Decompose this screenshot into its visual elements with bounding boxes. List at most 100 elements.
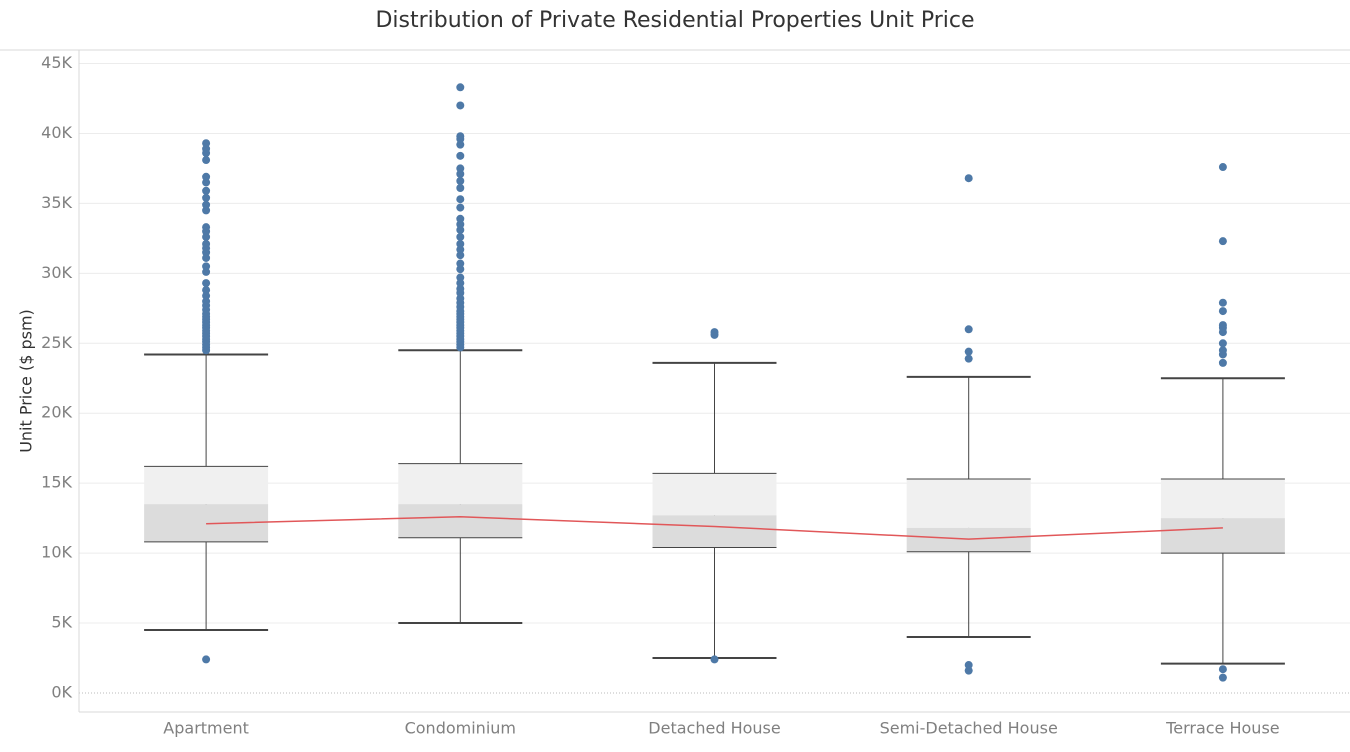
- outliers: [202, 83, 1227, 682]
- y-tick-label: 30K: [41, 263, 72, 282]
- y-tick-label: 40K: [41, 123, 72, 142]
- outlier-point: [202, 232, 211, 241]
- outlier-point: [202, 156, 211, 165]
- outlier-point: [202, 267, 211, 276]
- chart-title: Distribution of Private Residential Prop…: [375, 8, 975, 33]
- x-tick-label: Terrace House: [1165, 719, 1279, 738]
- outlier-point: [456, 132, 465, 141]
- outlier-point: [964, 325, 973, 334]
- outlier-point: [456, 273, 465, 282]
- outlier-point: [202, 172, 211, 181]
- outlier-point: [1218, 307, 1227, 316]
- outlier-point: [456, 284, 465, 293]
- outlier-point: [456, 184, 465, 193]
- box-upper: [906, 478, 1031, 528]
- box-upper: [652, 473, 777, 516]
- y-tick-label: 25K: [41, 333, 72, 352]
- outlier-point: [456, 251, 465, 260]
- outlier-point: [1218, 163, 1227, 172]
- box-upper: [144, 466, 269, 505]
- outlier-point: [202, 286, 211, 295]
- outlier-point: [456, 294, 465, 303]
- outlier-point: [964, 347, 973, 356]
- outlier-point: [202, 223, 211, 232]
- outlier-point: [456, 225, 465, 234]
- y-axis-title: Unit Price ($ psm): [17, 309, 36, 453]
- outlier-point: [202, 139, 211, 148]
- outlier-point: [456, 140, 465, 149]
- box-upper: [1160, 478, 1285, 519]
- x-tick-label: Detached House: [648, 719, 780, 738]
- outlier-point: [1218, 665, 1227, 674]
- outlier-point: [964, 174, 973, 183]
- outlier-point: [1218, 673, 1227, 682]
- outlier-point: [456, 151, 465, 160]
- y-tick-labels: 0K 5K 10K 15K 20K 25K 30K 35K 40K 45K: [41, 53, 72, 702]
- outlier-point: [456, 220, 465, 229]
- outlier-point: [456, 214, 465, 223]
- average-line: [206, 515, 1223, 540]
- outlier-point: [456, 83, 465, 92]
- y-tick-label: 10K: [41, 543, 72, 562]
- box-lower: [1160, 518, 1285, 554]
- box-upper: [398, 463, 523, 505]
- outlier-point: [202, 206, 211, 215]
- y-tick-label: 45K: [41, 53, 72, 72]
- outlier-point: [964, 354, 973, 363]
- boxes: [144, 349, 1285, 665]
- box-lower: [398, 504, 523, 538]
- outlier-point: [456, 195, 465, 204]
- x-tick-label: Semi-Detached House: [880, 719, 1058, 738]
- y-tick-label: 15K: [41, 473, 72, 492]
- outlier-point: [1218, 237, 1227, 246]
- outlier-point: [202, 186, 211, 195]
- outlier-point: [1218, 358, 1227, 367]
- outlier-point: [456, 259, 465, 268]
- outlier-point: [1218, 339, 1227, 348]
- outlier-point: [202, 297, 211, 306]
- y-tick-label: 35K: [41, 193, 72, 212]
- outlier-point: [456, 245, 465, 254]
- outlier-point: [456, 232, 465, 241]
- outlier-point: [1218, 298, 1227, 307]
- outlier-point: [202, 200, 211, 209]
- x-tick-labels: Apartment Condominium Detached House Semi-D…: [163, 719, 1279, 738]
- box-4: [1160, 377, 1285, 665]
- box-1: [398, 349, 523, 625]
- average-line-layer: [206, 515, 1223, 540]
- axes: [0, 49, 1350, 713]
- outlier-point: [202, 279, 211, 288]
- y-tick-label: 5K: [51, 613, 72, 632]
- outlier-point: [456, 279, 465, 288]
- y-tick-label: 20K: [41, 403, 72, 422]
- outlier-point: [1218, 346, 1227, 355]
- outlier-point: [456, 239, 465, 248]
- outlier-point: [456, 170, 465, 179]
- x-tick-label: Condominium: [405, 719, 516, 738]
- outlier-point: [202, 144, 211, 153]
- outlier-point: [456, 164, 465, 173]
- outlier-point: [202, 239, 211, 248]
- outlier-point: [202, 193, 211, 202]
- outlier-point: [710, 655, 719, 664]
- box-2: [652, 361, 777, 660]
- box-0: [144, 353, 269, 632]
- x-tick-label: Apartment: [163, 719, 249, 738]
- outlier-point: [456, 203, 465, 212]
- outlier-point: [456, 265, 465, 274]
- gridlines: [79, 63, 1350, 694]
- outlier-point: [202, 262, 211, 271]
- outlier-point: [964, 661, 973, 670]
- outlier-point: [456, 177, 465, 186]
- outlier-point: [710, 328, 719, 337]
- box-lower: [652, 515, 777, 548]
- outlier-point: [202, 291, 211, 300]
- outlier-point: [456, 101, 465, 110]
- outlier-point: [202, 253, 211, 262]
- outlier-point: [1218, 321, 1227, 330]
- y-tick-label: 0K: [51, 683, 72, 702]
- outlier-point: [964, 666, 973, 675]
- outlier-point: [202, 655, 211, 664]
- box-3: [906, 375, 1031, 639]
